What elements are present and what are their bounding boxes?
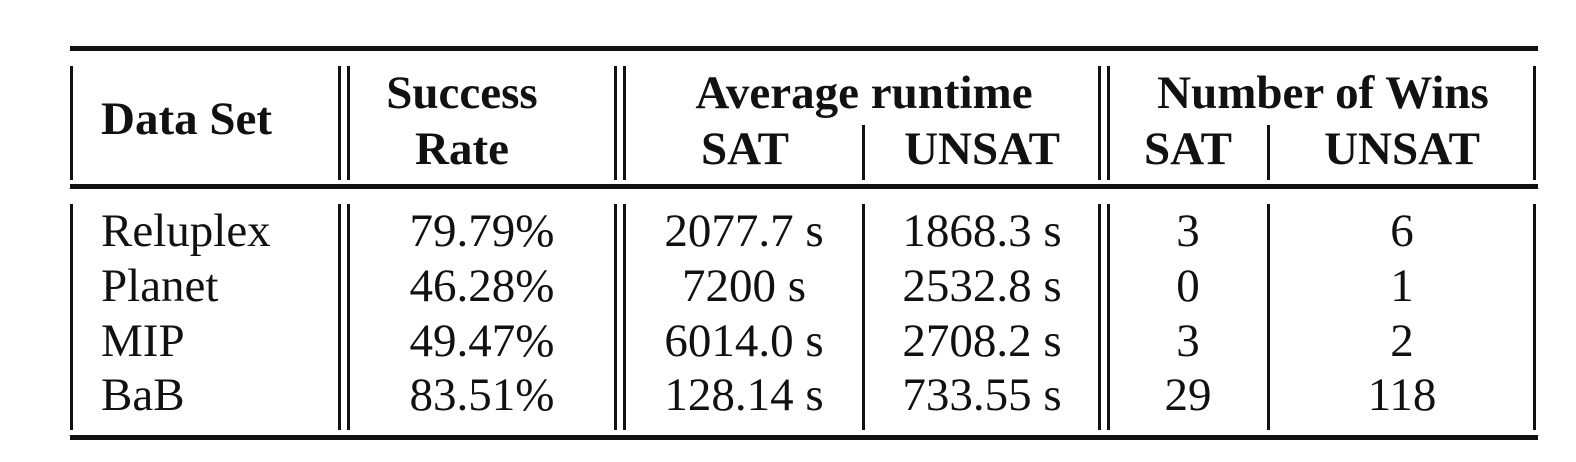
row-avg-unsat: 2708.2 s	[902, 315, 1062, 367]
header-success-line1: Success	[386, 67, 538, 119]
row-wins-sat: 0	[1176, 260, 1200, 312]
row-success-rate: 83.51%	[409, 369, 555, 421]
divider-success-a-body	[614, 204, 617, 430]
row-dataset: MIP	[101, 315, 185, 367]
divider-runtime-a-body	[1098, 204, 1101, 430]
row-wins-sat: 3	[1176, 205, 1200, 257]
divider-dataset-b-body	[347, 204, 350, 430]
header-wins-sat: SAT	[1144, 123, 1232, 175]
top-rule	[70, 46, 1538, 51]
row-success-rate: 49.47%	[409, 315, 555, 367]
divider-dataset-a	[338, 66, 341, 180]
divider-dataset-a-body	[338, 204, 341, 430]
divider-success-b	[623, 66, 626, 180]
divider-runtime-a	[1098, 66, 1101, 180]
divider-dataset-b	[347, 66, 350, 180]
header-success-line2: Rate	[415, 123, 509, 175]
row-dataset: Planet	[101, 260, 219, 312]
row-wins-sat: 29	[1164, 369, 1212, 421]
divider-wins-sat-unsat-body	[1267, 204, 1270, 430]
row-wins-unsat: 6	[1390, 205, 1414, 257]
row-wins-unsat: 2	[1390, 315, 1414, 367]
header-number-of-wins: Number of Wins	[1157, 67, 1489, 119]
bottom-rule	[70, 435, 1538, 440]
row-avg-unsat: 2532.8 s	[902, 260, 1062, 312]
header-runtime-unsat: UNSAT	[904, 123, 1060, 175]
right-border-body	[1533, 204, 1536, 430]
divider-success-b-body	[623, 204, 626, 430]
divider-runtime-b-body	[1107, 204, 1110, 430]
row-avg-sat: 6014.0 s	[664, 315, 824, 367]
header-average-runtime: Average runtime	[695, 67, 1033, 119]
row-dataset: BaB	[101, 369, 185, 421]
header-runtime-sat: SAT	[701, 123, 789, 175]
row-dataset: Reluplex	[101, 205, 271, 257]
left-border-body	[70, 204, 73, 430]
left-border	[70, 66, 73, 180]
right-border	[1533, 66, 1536, 180]
row-success-rate: 79.79%	[409, 205, 555, 257]
divider-runtime-b	[1107, 66, 1110, 180]
row-success-rate: 46.28%	[409, 260, 555, 312]
header-rule	[70, 184, 1538, 189]
row-wins-sat: 3	[1176, 315, 1200, 367]
row-wins-unsat: 1	[1390, 260, 1414, 312]
header-dataset: Data Set	[101, 93, 272, 145]
divider-runtime-sat-unsat-body	[862, 204, 865, 430]
divider-runtime-sat-unsat	[862, 125, 865, 180]
divider-wins-sat-unsat	[1267, 125, 1270, 180]
row-avg-sat: 2077.7 s	[664, 205, 824, 257]
row-wins-unsat: 118	[1367, 369, 1437, 421]
row-avg-unsat: 733.55 s	[902, 369, 1062, 421]
row-avg-sat: 7200 s	[681, 260, 807, 312]
header-wins-unsat: UNSAT	[1324, 123, 1480, 175]
row-avg-unsat: 1868.3 s	[902, 205, 1062, 257]
row-avg-sat: 128.14 s	[664, 369, 824, 421]
divider-success-a	[614, 66, 617, 180]
